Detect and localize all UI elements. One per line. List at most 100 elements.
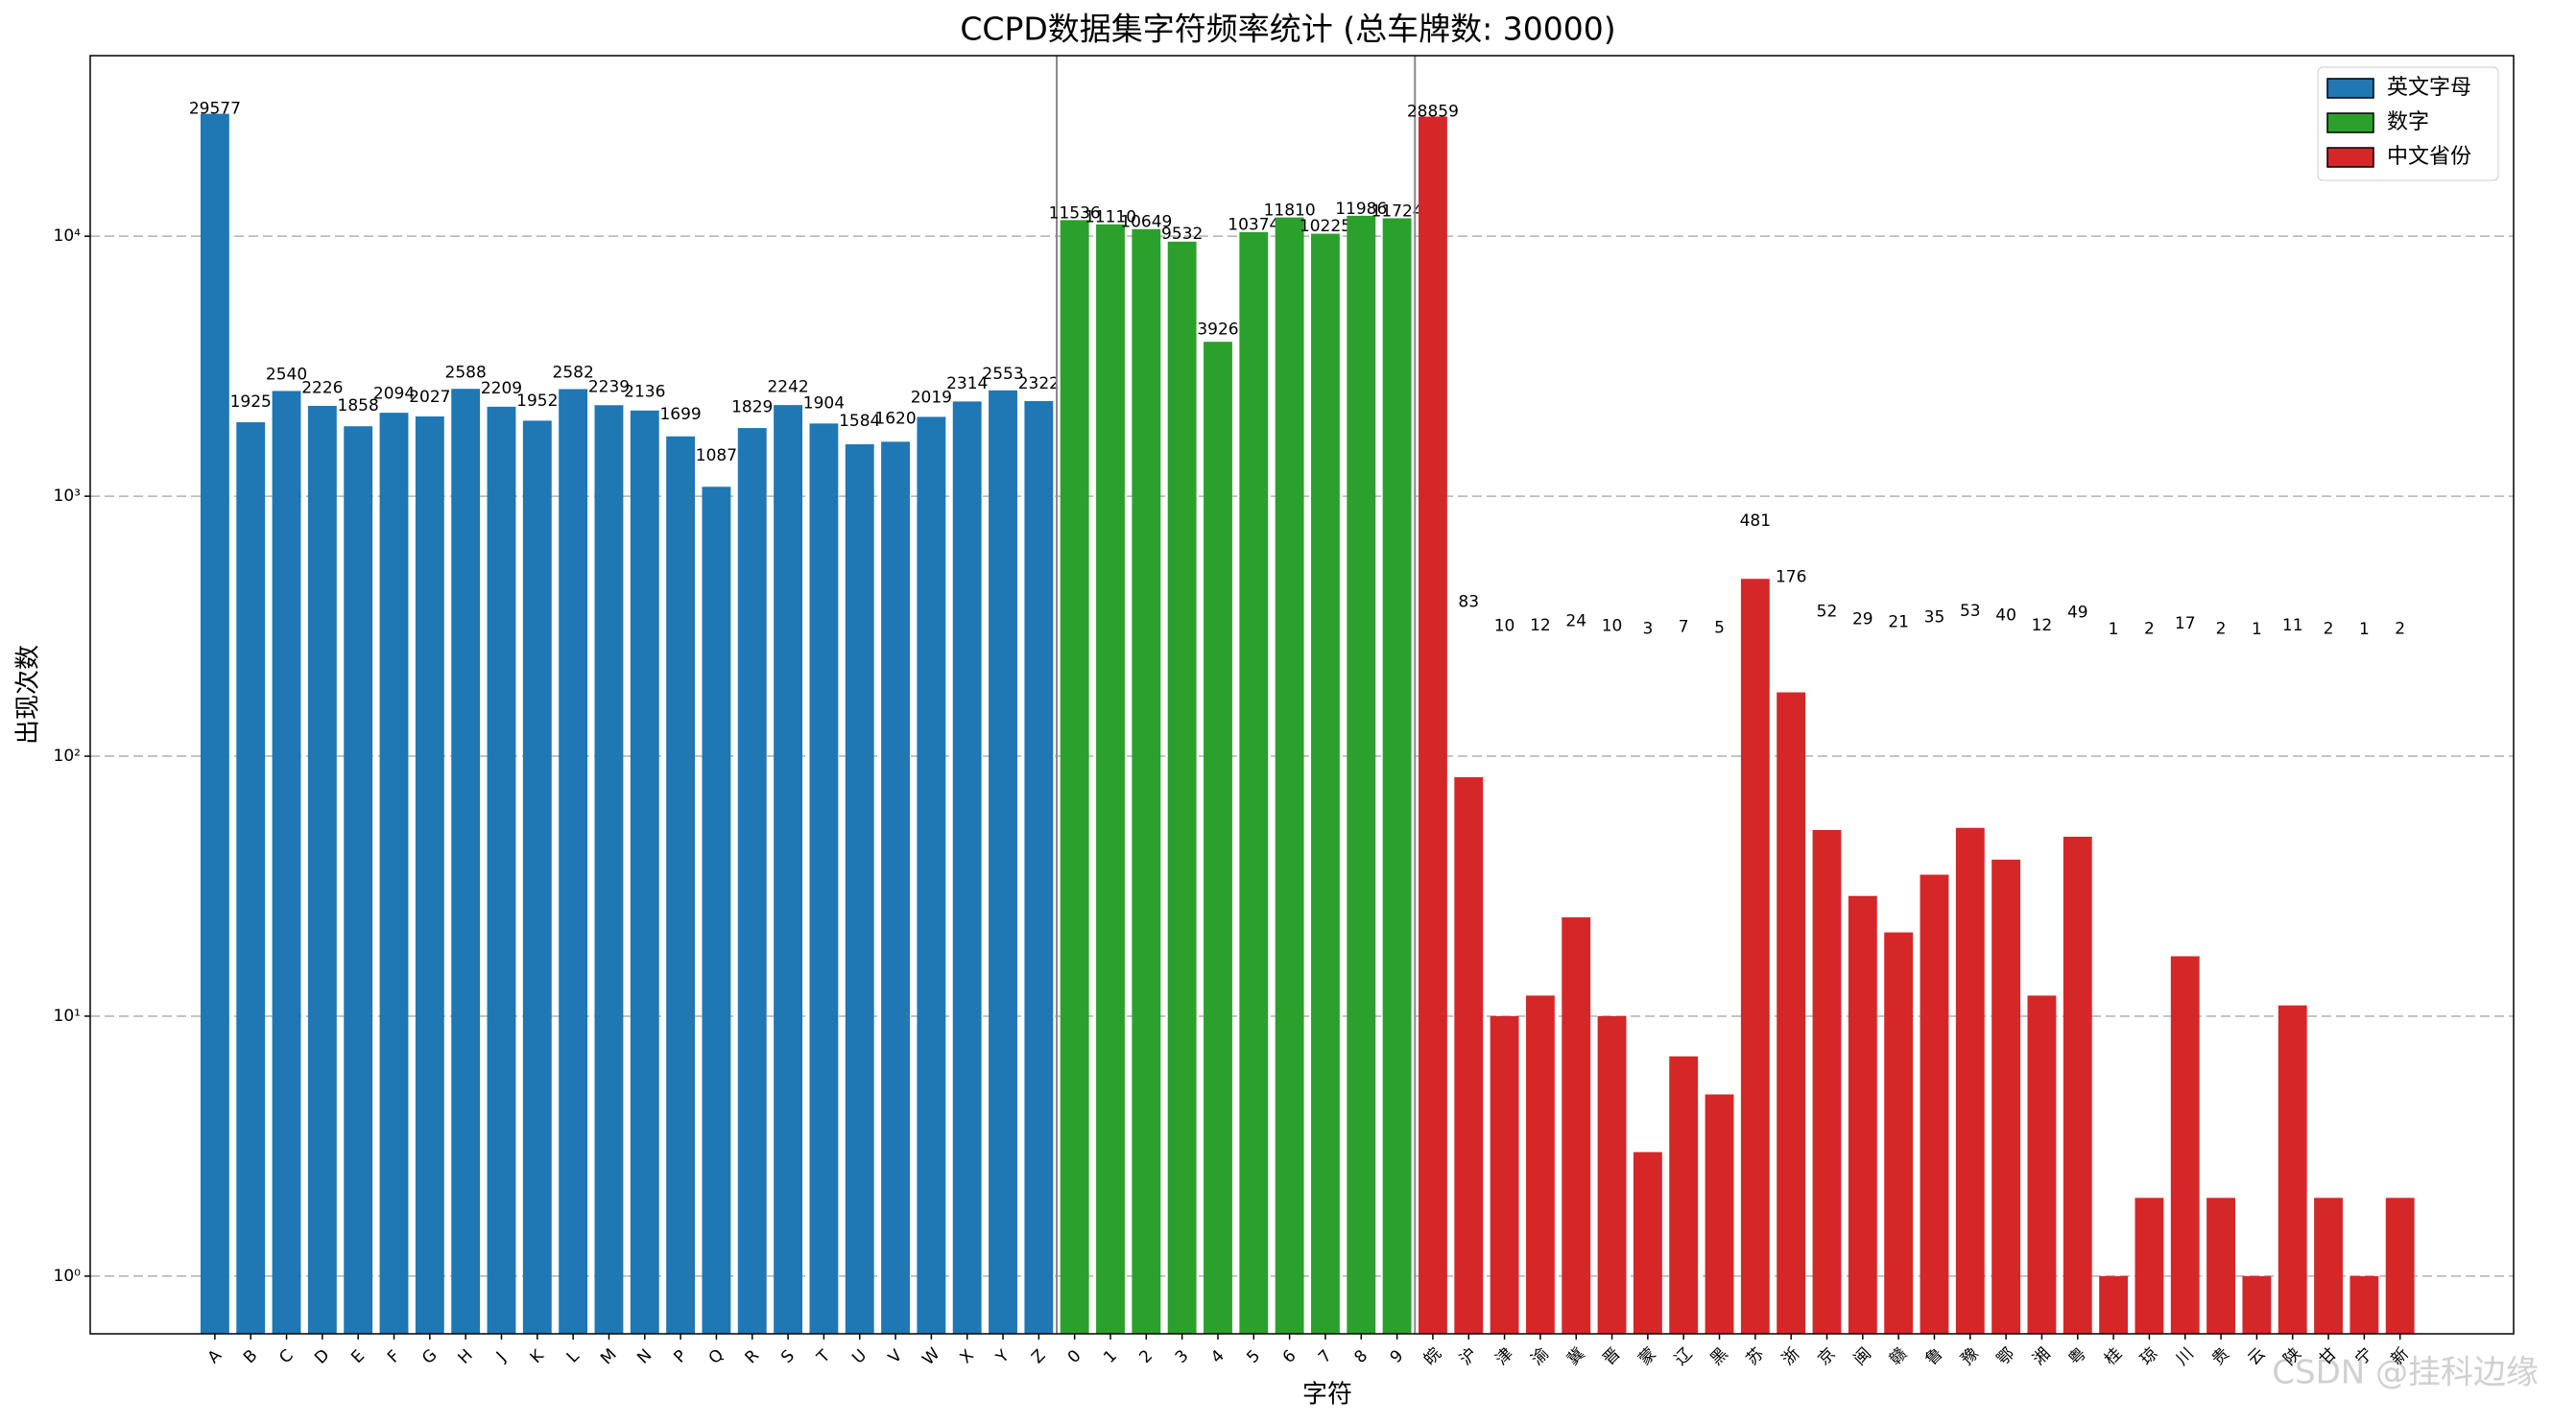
x-tick-label: 辽 [1671,1344,1696,1369]
data-label: 176 [1776,568,1806,587]
bar [1204,342,1232,1334]
x-tick-label: R [742,1346,764,1368]
y-tick-label: 10⁰ [54,1267,82,1286]
data-label: 29 [1852,609,1873,629]
bar [1490,1015,1519,1334]
bar [2063,836,2092,1334]
data-label: 2540 [266,365,307,384]
data-label: 7 [1679,618,1689,637]
bar [1525,995,1555,1334]
bar [774,405,803,1334]
bar [737,428,767,1334]
bar [845,443,874,1334]
data-label: 2582 [553,364,594,383]
data-label: 1904 [803,393,845,413]
data-label: 2314 [946,374,988,393]
bar [487,406,516,1334]
data-label: 11810 [1264,202,1316,221]
bar [2385,1198,2415,1334]
bar [559,389,588,1334]
data-label: 2 [2324,620,2334,639]
x-tick-label: 粤 [2065,1344,2090,1369]
data-label: 11536 [1049,203,1101,223]
x-tick-label: P [670,1346,690,1366]
bar [1275,217,1304,1335]
bar [415,415,444,1334]
bar [1812,829,1842,1334]
data-label: 1925 [230,392,272,412]
data-label: 2588 [445,363,487,382]
bar [1347,215,1376,1334]
x-tick-label: 鄂 [1993,1344,2018,1369]
data-label: 9532 [1161,225,1203,244]
x-tick-label: 沪 [1456,1344,1481,1369]
x-tick-label: 4 [1207,1346,1228,1367]
data-label: 40 [1995,606,2016,626]
data-label: 2 [2395,620,2405,639]
bar [989,390,1017,1334]
x-tick-label: Z [1028,1346,1049,1367]
bar [1884,932,1914,1334]
data-label: 2242 [767,378,808,397]
data-label: 49 [2067,603,2088,622]
x-tick-label: D [311,1345,333,1367]
x-tick-label: 琼 [2136,1344,2161,1369]
x-tick-label: 7 [1315,1346,1336,1367]
bar [881,441,910,1335]
x-tick-label: K [527,1345,549,1367]
legend-label: 英文字母 [2387,76,2471,100]
x-tick-label: 8 [1350,1346,1371,1367]
bar [2099,1275,2129,1334]
x-tick-label: 浙 [1778,1344,1803,1369]
data-label: 1699 [659,405,701,424]
bar [1777,692,1806,1334]
data-label: 83 [1458,592,1479,611]
bar [272,391,301,1334]
legend-swatch [2326,147,2374,168]
bar [522,420,552,1335]
bar [1920,874,1949,1334]
x-tick-label: V [885,1346,907,1368]
data-label: 52 [1817,602,1838,621]
bar [236,422,266,1334]
bar [1382,218,1412,1334]
data-label: 21 [1888,612,1909,631]
data-label: 2322 [1018,374,1060,393]
data-label: 10 [1494,617,1515,636]
chart-title: CCPD数据集字符频率统计 (总车牌数: 30000) [960,11,1615,48]
bar [917,416,946,1335]
x-tick-label: 黑 [1706,1344,1731,1369]
x-tick-label: 鲁 [1921,1344,1946,1369]
bar [2349,1275,2379,1334]
data-label: 12 [2032,616,2053,635]
bar [809,423,839,1334]
x-tick-label: 苏 [1743,1344,1768,1369]
bar [2242,1275,2272,1334]
x-tick-label: 5 [1243,1346,1264,1367]
data-label: 2027 [409,388,450,407]
y-tick-label: 10³ [54,487,81,506]
watermark: CSDN @挂科边缘 [2272,1354,2539,1392]
data-label: 17 [2175,614,2196,633]
data-label: 24 [1565,611,1586,630]
x-tick-label: 皖 [1420,1344,1445,1369]
data-label: 2209 [481,379,522,398]
data-label: 1087 [696,446,737,465]
plot-frame [89,55,2515,1335]
bar [1597,1015,1627,1334]
data-label: 53 [1960,602,1981,621]
x-tick-label: 川 [2173,1344,2198,1369]
bar [1848,895,1877,1334]
bar [2278,1005,2307,1334]
x-tick-label: B [240,1346,261,1367]
x-axis-label: 字符 [1302,1381,1352,1410]
data-label: 3 [1642,619,1653,638]
x-tick-label: U [848,1346,871,1368]
y-tick-label: 10⁴ [54,226,82,246]
x-tick-label: M [597,1345,621,1369]
bar [1955,827,1985,1334]
data-label: 1 [2252,620,2262,639]
x-tick-label: E [347,1346,369,1367]
x-tick-label: 渝 [1528,1344,1553,1369]
y-axis-label: 出现次数 [14,645,43,745]
